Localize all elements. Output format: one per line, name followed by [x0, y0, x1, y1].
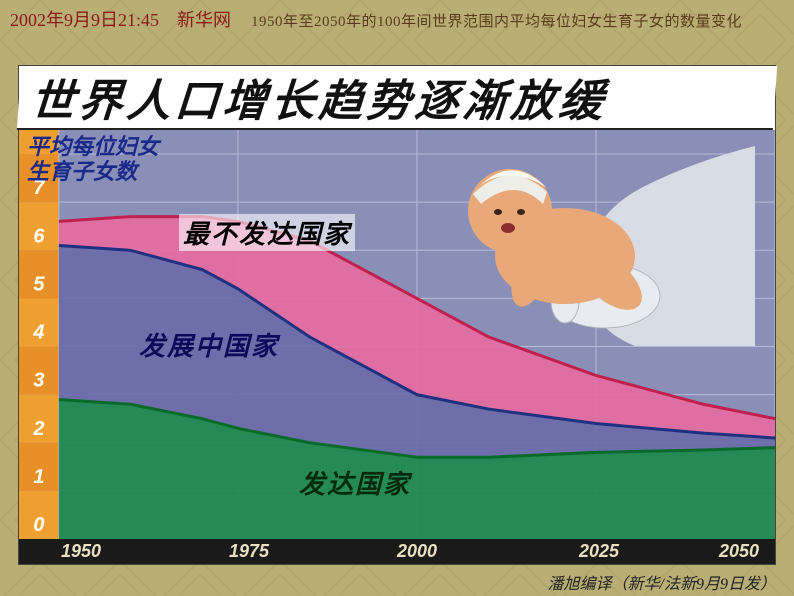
y-axis-label-line2: 生育子女数 [27, 159, 159, 184]
series-label-developed: 发达国家 [299, 464, 411, 501]
x-axis-strip: 1950 1975 2000 2025 2050 [19, 539, 775, 564]
svg-text:2: 2 [32, 418, 44, 440]
baby-illustration [435, 146, 755, 356]
caption: 潘旭编译（新华/法新9月9日发） [548, 570, 776, 594]
chart-frame: 世界人口增长趋势逐渐放缓 平均每位妇女 生育子女数 012345678 [18, 65, 776, 565]
svg-text:1: 1 [33, 466, 44, 488]
svg-text:6: 6 [33, 225, 45, 247]
x-tick: 2025 [579, 541, 619, 562]
y-axis-label-line1: 平均每位妇女 [27, 134, 159, 159]
header: 2002年9月9日21:45 新华网 1950年至2050年的100年间世界范围… [0, 4, 794, 34]
svg-text:5: 5 [33, 273, 45, 295]
x-tick: 2000 [397, 541, 437, 562]
x-tick: 1950 [61, 541, 101, 562]
header-subtitle: 1950年至2050年的100年间世界范围内平均每位妇女生育子女的数量变化 [251, 10, 742, 31]
header-date: 2002年9月9日21:45 [10, 6, 159, 32]
svg-text:0: 0 [33, 514, 44, 536]
svg-text:3: 3 [33, 370, 44, 392]
header-source: 新华网 [177, 6, 231, 32]
series-label-developing: 发展中国家 [139, 326, 279, 363]
x-tick: 2050 [719, 541, 759, 562]
svg-text:4: 4 [32, 322, 44, 344]
series-label-least-developed: 最不发达国家 [179, 214, 355, 251]
x-tick: 1975 [229, 541, 269, 562]
y-axis-label: 平均每位妇女 生育子女数 [27, 134, 159, 185]
chart-title: 世界人口增长趋势逐渐放缓 [17, 66, 777, 130]
